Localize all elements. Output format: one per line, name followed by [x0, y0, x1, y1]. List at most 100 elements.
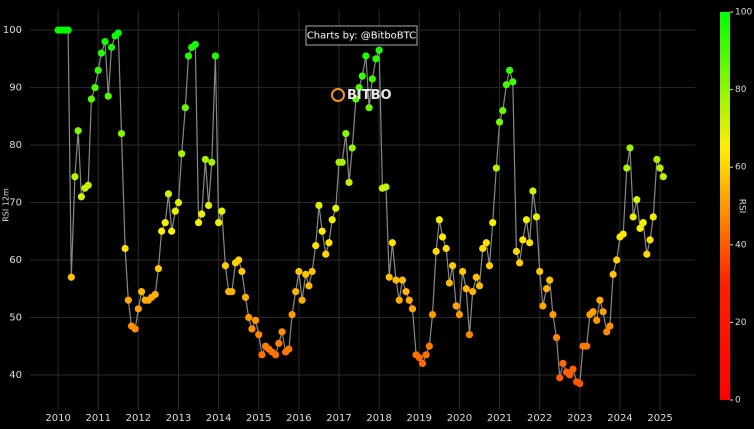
point — [469, 288, 477, 296]
x-tick-label: 2021 — [487, 413, 512, 424]
point — [104, 92, 112, 100]
colorbar-tick-label: 60 — [735, 163, 747, 173]
y-tick-label: 50 — [9, 312, 22, 323]
point — [285, 345, 293, 353]
point — [382, 183, 390, 191]
point — [87, 95, 96, 103]
point — [462, 285, 470, 293]
point — [475, 282, 484, 290]
point — [174, 198, 183, 207]
point — [633, 196, 641, 204]
colorbar-tick-label: 0 — [735, 396, 741, 406]
point — [245, 313, 253, 322]
point — [418, 359, 427, 368]
point — [485, 262, 494, 270]
y-tick-label: 70 — [9, 198, 22, 209]
point — [215, 219, 223, 227]
point — [178, 150, 186, 158]
point — [312, 242, 320, 250]
x-tick-label: 2012 — [126, 413, 151, 424]
point — [649, 213, 657, 221]
point — [275, 339, 283, 347]
point — [445, 279, 453, 287]
point — [479, 244, 487, 253]
point — [77, 193, 85, 201]
point — [278, 328, 286, 336]
point — [653, 155, 661, 164]
point — [489, 219, 497, 227]
point — [208, 158, 216, 166]
point — [248, 325, 256, 333]
point — [137, 288, 146, 296]
point — [352, 95, 360, 103]
x-tick-label: 2013 — [166, 413, 191, 424]
point — [539, 302, 547, 310]
point — [392, 276, 400, 284]
point — [442, 244, 450, 253]
point — [117, 129, 126, 138]
y-tick-label: 90 — [9, 83, 22, 94]
point — [516, 259, 524, 267]
point — [623, 164, 631, 172]
point — [211, 52, 220, 60]
point — [171, 207, 179, 215]
point — [238, 267, 246, 276]
point — [569, 365, 577, 373]
x-tick-label: 2010 — [45, 413, 70, 424]
point — [609, 270, 617, 278]
point — [131, 325, 139, 333]
point — [191, 40, 199, 49]
x-tick-label: 2019 — [407, 413, 432, 424]
point — [91, 83, 99, 92]
watermark-icon — [331, 88, 345, 102]
point — [388, 239, 396, 247]
y-tick-label: 60 — [9, 255, 22, 266]
point — [636, 224, 644, 232]
point — [97, 49, 106, 57]
point — [332, 204, 340, 212]
point — [526, 239, 534, 247]
x-tick-label: 2016 — [286, 413, 311, 424]
point — [542, 285, 551, 293]
point — [198, 210, 206, 218]
colorbar-label: RSI — [737, 199, 747, 214]
point — [362, 52, 370, 60]
y-tick-label: 100 — [3, 25, 22, 36]
point — [71, 173, 79, 181]
point — [405, 296, 413, 304]
point — [566, 371, 574, 379]
point — [559, 359, 567, 368]
point — [589, 308, 597, 316]
x-tick-label: 2024 — [607, 413, 632, 424]
point — [519, 236, 527, 244]
point — [121, 244, 129, 253]
point — [422, 351, 430, 359]
point — [161, 219, 169, 227]
x-tick-label: 2018 — [366, 413, 391, 424]
x-tick-label: 2020 — [447, 413, 472, 424]
point — [425, 342, 433, 350]
point — [505, 66, 514, 74]
point — [164, 190, 173, 198]
colorbar-tick-label: 100 — [735, 8, 752, 18]
point — [107, 43, 116, 51]
point — [368, 75, 376, 83]
watermark: BITBO — [347, 88, 392, 103]
point — [432, 247, 440, 255]
x-tick-label: 2014 — [206, 413, 231, 424]
point — [549, 310, 557, 319]
point — [258, 351, 266, 359]
point — [509, 78, 517, 86]
point — [522, 216, 531, 224]
point — [134, 305, 142, 313]
point — [288, 310, 296, 319]
point — [402, 288, 410, 296]
point — [385, 273, 393, 281]
x-tick-label: 2011 — [85, 413, 110, 424]
point — [84, 181, 92, 189]
point — [158, 227, 166, 235]
point — [272, 351, 280, 359]
point — [318, 227, 326, 235]
point — [64, 26, 72, 34]
point — [428, 310, 437, 319]
